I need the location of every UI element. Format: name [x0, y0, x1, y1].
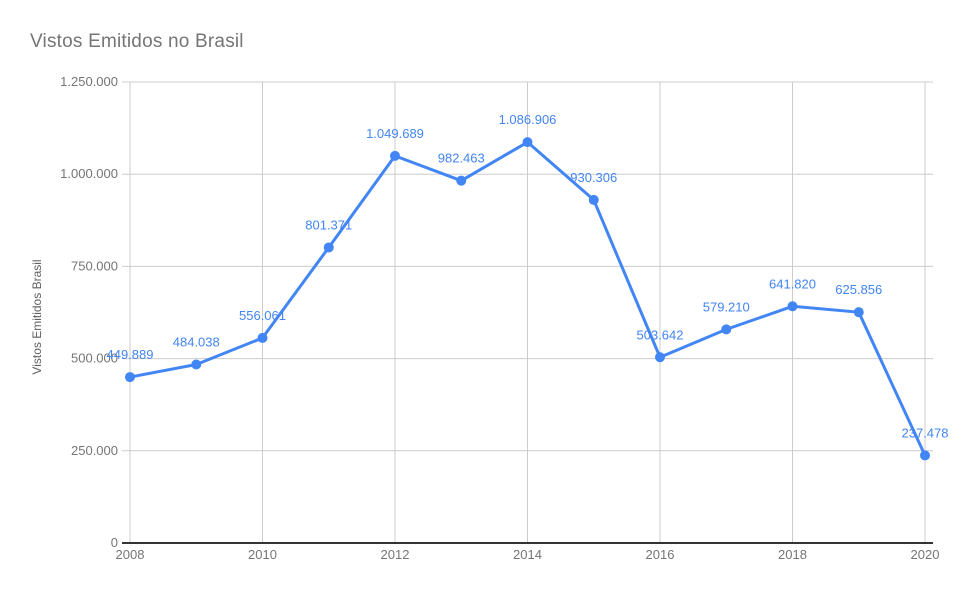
data-label-2012: 1.049.689 — [366, 126, 424, 141]
data-point-2017[interactable] — [721, 324, 732, 335]
y-tick-label-0: 0 — [111, 535, 118, 550]
y-tick-label-500.000: 500.000 — [71, 351, 118, 366]
x-tick-label-2008: 2008 — [116, 547, 145, 562]
data-label-2008: 449.889 — [107, 347, 154, 362]
data-label-2009: 484.038 — [173, 334, 220, 349]
data-label-2020: 237.478 — [902, 425, 949, 440]
data-label-2013: 982.463 — [438, 151, 485, 166]
data-label-2018: 641.820 — [769, 276, 816, 291]
data-point-2010[interactable] — [257, 332, 268, 343]
data-point-2009[interactable] — [191, 359, 202, 370]
y-tick-label-1.000.000: 1.000.000 — [60, 166, 118, 181]
x-tick-label-2014: 2014 — [513, 547, 542, 562]
data-label-2014: 1.086.906 — [499, 112, 557, 127]
y-tick-label-750.000: 750.000 — [71, 258, 118, 273]
data-point-2011[interactable] — [323, 242, 334, 253]
data-point-2016[interactable] — [655, 352, 665, 363]
chart-title: Vistos Emitidos no Brasil — [30, 31, 244, 52]
data-point-2015[interactable] — [588, 194, 599, 205]
data-label-2015: 930.306 — [570, 170, 617, 185]
data-point-2019[interactable] — [853, 307, 864, 318]
x-tick-label-2012: 2012 — [381, 547, 410, 562]
data-point-2013[interactable] — [456, 175, 467, 186]
data-label-2010: 556.061 — [239, 308, 286, 323]
data-point-2018[interactable] — [787, 301, 798, 312]
data-label-2017: 579.210 — [703, 299, 750, 314]
data-label-2016: 503.642 — [637, 327, 684, 342]
data-label-2019: 625.856 — [835, 282, 882, 297]
y-tick-label-250.000: 250.000 — [71, 443, 118, 458]
x-tick-label-2018: 2018 — [778, 547, 807, 562]
y-tick-label-1.250.000: 1.250.000 — [60, 74, 118, 89]
data-point-2020[interactable] — [920, 450, 930, 461]
data-label-2011: 801.371 — [305, 217, 352, 232]
data-point-2012[interactable] — [390, 150, 400, 161]
x-tick-label-2020: 2020 — [911, 547, 940, 562]
data-point-2014[interactable] — [522, 137, 533, 148]
x-tick-label-2016: 2016 — [646, 547, 675, 562]
x-tick-label-2010: 2010 — [248, 547, 277, 562]
data-point-2008[interactable] — [125, 372, 135, 383]
